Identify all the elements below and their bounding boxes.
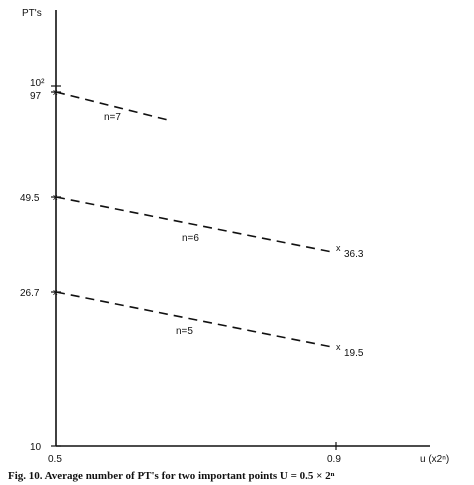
- series-line-n5: [55, 291, 333, 348]
- y-tick-label-100: 10²: [30, 78, 45, 89]
- y-tick-label-97: 97: [30, 91, 42, 102]
- y-axis-title: PT's: [22, 8, 42, 19]
- series-label-n5: n=5: [176, 326, 193, 337]
- end-marker-n6: x: [336, 243, 341, 253]
- end-label-n6: 36.3: [344, 249, 364, 260]
- y-tick-label-10: 10: [30, 442, 42, 453]
- y-tick-label-49-5: 49.5: [20, 193, 40, 204]
- x-axis-title: u (x2ⁿ): [420, 454, 449, 465]
- series-marker-n6: x: [53, 192, 58, 202]
- series-label-n6: n=6: [182, 233, 199, 244]
- series-label-n7: n=7: [104, 112, 121, 123]
- end-marker-n5: x: [336, 342, 341, 352]
- end-label-n5: 19.5: [344, 348, 364, 359]
- series-marker-n7: x: [53, 87, 58, 97]
- x-tick-label-0-5: 0.5: [48, 454, 62, 465]
- x-tick-label-0-9: 0.9: [327, 454, 341, 465]
- series-marker-n5: x: [53, 287, 58, 297]
- series-line-n7: [55, 91, 173, 122]
- chart-plot-area: PT's u (x2ⁿ) 10 26.7 49.5 97 10² 0.5 0.9…: [20, 8, 449, 465]
- series-line-n6: [55, 196, 333, 253]
- y-tick-label-26-7: 26.7: [20, 288, 40, 299]
- figure-caption: Fig. 10. Average number of PT's for two …: [8, 470, 335, 482]
